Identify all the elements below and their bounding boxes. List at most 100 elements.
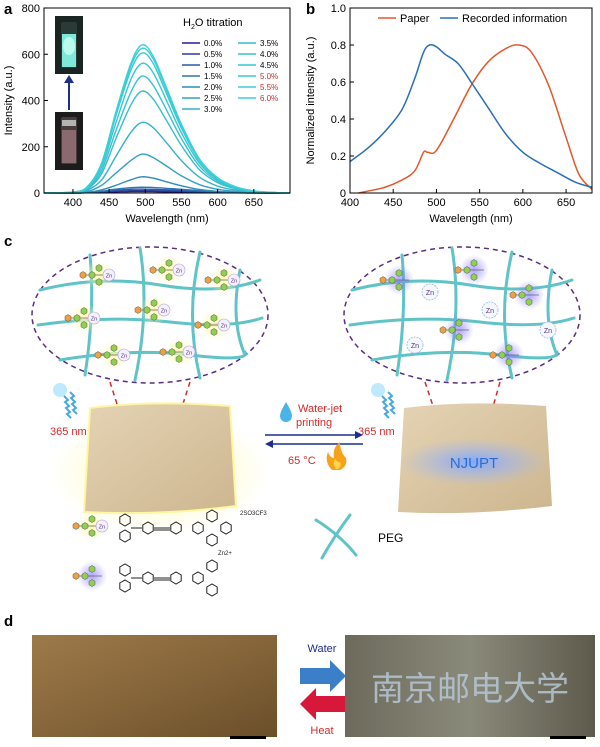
photo-after bbox=[345, 635, 595, 737]
scale-bar-right bbox=[550, 736, 586, 739]
panel-b-letter: b bbox=[306, 1, 315, 18]
x-tick-label: 500 bbox=[427, 197, 445, 209]
molecule-icon bbox=[489, 340, 524, 370]
series-line-recorded-information bbox=[349, 43, 593, 189]
y-tick-label: 0 bbox=[340, 188, 346, 200]
molecule-icon: Zn bbox=[204, 265, 241, 295]
y-tick-label: 1.0 bbox=[331, 3, 346, 15]
zn-ion-icon: Zn bbox=[406, 336, 424, 354]
network-ellipse-right: Zn Zn Zn Zn bbox=[343, 246, 581, 384]
x-tick-label: 500 bbox=[136, 197, 154, 209]
panel-c-letter: c bbox=[4, 233, 12, 250]
svg-text:Zn: Zn bbox=[231, 279, 237, 285]
legend-label: 5.0% bbox=[260, 72, 278, 81]
svg-text:Zn: Zn bbox=[186, 351, 192, 357]
svg-text:Zn: Zn bbox=[426, 290, 434, 297]
molecule-icon: Zn bbox=[64, 303, 101, 333]
scale-bar-left bbox=[230, 736, 266, 739]
x-tick-label: 600 bbox=[514, 197, 532, 209]
legend-label: 2.0% bbox=[204, 83, 222, 92]
uv-light-icon bbox=[53, 383, 78, 419]
legend-label: 4.0% bbox=[260, 50, 278, 59]
legend-label: 3.5% bbox=[260, 39, 278, 48]
y-axis-label: Normalized intensity (a.u.) bbox=[305, 37, 317, 165]
panel-a-letter: a bbox=[4, 1, 13, 18]
zn-ion-icon: Zn bbox=[421, 283, 439, 301]
x-tick-label: 650 bbox=[245, 197, 263, 209]
series-line-6.0% bbox=[43, 44, 291, 194]
y-tick-label: 0.4 bbox=[331, 114, 346, 126]
photo-before bbox=[32, 635, 277, 737]
svg-text:Zn: Zn bbox=[161, 309, 167, 315]
legend-title: H2O titration bbox=[183, 17, 243, 31]
panel-c-scheme: c Zn Zn Zn Zn Zn Zn Zn Zn Zn Zn Zn Zn bbox=[4, 233, 581, 597]
arrow-label-water-jet: Water-jet bbox=[298, 403, 342, 415]
molecule-icon bbox=[379, 265, 414, 295]
legend-label: 0.5% bbox=[204, 50, 222, 59]
molecule-icon: Zn bbox=[72, 511, 109, 541]
flame-icon bbox=[326, 442, 347, 470]
zn-ion-icon: Zn bbox=[539, 321, 557, 339]
series-line-3.0% bbox=[43, 121, 291, 194]
molecule-icon bbox=[439, 315, 474, 345]
x-tick-label: 650 bbox=[557, 197, 575, 209]
vial-fluorescent bbox=[55, 16, 83, 74]
svg-text:Zn: Zn bbox=[99, 525, 105, 531]
paper-left bbox=[50, 402, 270, 534]
molecule-icon bbox=[454, 255, 489, 285]
legend-label: 2.5% bbox=[204, 94, 222, 103]
y-tick-label: 0.6 bbox=[331, 77, 346, 89]
legend-label: 0.0% bbox=[204, 39, 222, 48]
x-tick-label: 600 bbox=[208, 197, 226, 209]
x-tick-label: 550 bbox=[172, 197, 190, 209]
chart-b: b 400 450 500 550 600 650 0 0.2 0.4 0.6 0.8 1.0 Wave… bbox=[305, 1, 593, 225]
y-tick-label: 0.2 bbox=[331, 151, 346, 163]
chemical-structures bbox=[119, 509, 232, 597]
vial-dark bbox=[55, 112, 83, 170]
zn-ion-icon: Zn bbox=[481, 301, 499, 319]
network-ellipse-left: Zn Zn Zn Zn Zn Zn Zn Zn bbox=[31, 246, 269, 384]
y-tick-label: 200 bbox=[22, 142, 40, 154]
peg-icon bbox=[314, 513, 358, 560]
salt-label: 2SO3CF3 bbox=[240, 511, 267, 517]
svg-text:Zn: Zn bbox=[486, 308, 494, 315]
legend-label: 4.5% bbox=[260, 61, 278, 70]
paper-right: NJUPT bbox=[398, 403, 552, 514]
printed-text-njupt: NJUPT bbox=[450, 455, 498, 472]
water-drop-icon bbox=[280, 402, 292, 422]
right-arrow-icon bbox=[300, 660, 346, 692]
peg-label: PEG bbox=[378, 531, 403, 545]
heat-label: Heat bbox=[310, 725, 333, 737]
x-tick-label: 400 bbox=[64, 197, 82, 209]
x-tick-label: 550 bbox=[470, 197, 488, 209]
legend-label: 5.5% bbox=[260, 83, 278, 92]
molecule-icon: Zn bbox=[79, 260, 116, 290]
legend-label: 1.5% bbox=[204, 72, 222, 81]
svg-text:Zn: Zn bbox=[221, 324, 227, 330]
x-axis-label: Wavelength (nm) bbox=[125, 213, 208, 225]
panel-d-letter: d bbox=[4, 613, 13, 630]
svg-text:Zn: Zn bbox=[411, 343, 419, 350]
svg-text:Zn: Zn bbox=[176, 269, 182, 275]
x-tick-label: 450 bbox=[100, 197, 118, 209]
svg-text:Zn: Zn bbox=[91, 317, 97, 323]
forward-arrow-icon bbox=[265, 431, 363, 439]
y-axis-label: Intensity (a.u.) bbox=[3, 66, 15, 136]
y-tick-label: 800 bbox=[22, 3, 40, 15]
y-tick-label: 600 bbox=[22, 49, 40, 61]
svg-text:Zn: Zn bbox=[106, 274, 112, 280]
water-label: Water bbox=[308, 643, 337, 655]
molecule-icon: Zn bbox=[159, 337, 196, 367]
y-tick-label: 400 bbox=[22, 96, 40, 108]
series-line-paper bbox=[358, 44, 593, 194]
svg-text:Zn: Zn bbox=[121, 354, 127, 360]
x-axis-label: Wavelength (nm) bbox=[429, 213, 512, 225]
chinese-text: 南京邮电大学 bbox=[371, 670, 569, 707]
zn-charge-label: Zn2+ bbox=[218, 551, 232, 557]
legend-label: Paper bbox=[400, 13, 430, 25]
x-tick-label: 450 bbox=[384, 197, 402, 209]
panel-d-photos: d Water Heat 南京邮电大学 bbox=[4, 613, 595, 739]
x-tick-label: 400 bbox=[341, 197, 359, 209]
y-tick-label: 0.8 bbox=[331, 40, 346, 52]
chart-b-legend: Paper Recorded information bbox=[378, 13, 567, 25]
